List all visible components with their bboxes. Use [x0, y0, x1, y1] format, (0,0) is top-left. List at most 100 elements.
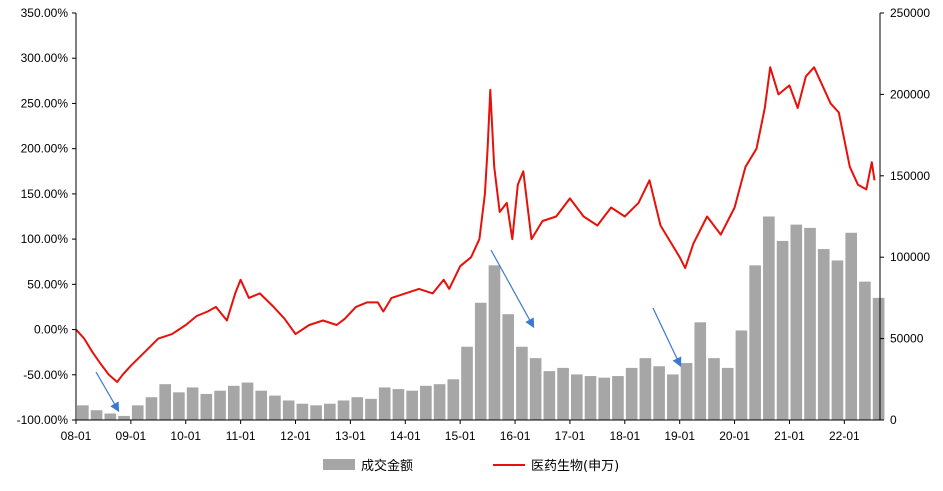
volume-bar [529, 358, 542, 420]
volume-bar [296, 403, 309, 420]
volume-bar [817, 249, 830, 420]
volume-bar [131, 405, 144, 420]
volume-bar [104, 413, 117, 420]
x-tick-label: 18-01 [609, 429, 640, 443]
legend-label-index: 医药生物(申万) [531, 459, 620, 474]
legend-label-volume: 成交金额 [361, 459, 414, 474]
legend-swatch-volume [323, 459, 355, 470]
x-tick-label: 10-01 [170, 429, 201, 443]
volume-bar [488, 265, 501, 420]
y-left-tick-label: 100.00% [21, 232, 69, 246]
x-tick-label: 12-01 [280, 429, 311, 443]
volume-bar [749, 265, 761, 420]
y-left-tick-label: 300.00% [21, 51, 69, 65]
volume-bar [200, 393, 213, 420]
y-right-tick-label: 200000 [890, 87, 930, 101]
x-tick-label: 13-01 [335, 429, 366, 443]
volume-bar [365, 398, 377, 420]
volume-bar [667, 374, 679, 420]
legend-item-index: 医药生物(申万) [493, 455, 619, 474]
index-line-layer [75, 66, 876, 383]
volume-bar [584, 376, 597, 420]
volume-bar [570, 374, 583, 420]
volume-bar [612, 376, 624, 420]
volume-bar [337, 400, 350, 420]
volume-bars [77, 216, 885, 420]
y-right-tick-label: 150000 [890, 169, 930, 183]
y-left-tick-label: -50.00% [23, 368, 68, 382]
x-tick-label: 09-01 [116, 429, 147, 443]
volume-bar [653, 366, 665, 420]
volume-bar [639, 358, 652, 420]
volume-bar [282, 400, 295, 420]
volume-bar [392, 389, 405, 420]
trend-arrow [652, 307, 682, 368]
y-right-tick-label: 100000 [890, 250, 930, 264]
y-left-tick-label: 0.00% [34, 323, 68, 337]
x-tick-label: 20-01 [719, 429, 750, 443]
volume-bar [324, 403, 336, 420]
trend-arrows [95, 249, 682, 413]
y-left-tick-label: 250.00% [21, 96, 69, 110]
volume-bar [227, 385, 240, 420]
x-tick-label: 08-01 [61, 429, 92, 443]
volume-bar [859, 281, 871, 420]
volume-bar [241, 382, 254, 420]
y-left-tick-label: -100.00% [17, 413, 69, 427]
volume-bar [420, 385, 432, 420]
volume-bar [118, 415, 130, 420]
x-tick-label: 16-01 [500, 429, 531, 443]
volume-bar [186, 387, 199, 420]
volume-bar [406, 390, 418, 420]
volume-bar [872, 297, 885, 420]
volume-bar [763, 216, 775, 420]
volume-bar [255, 390, 268, 420]
volume-bar [214, 390, 226, 420]
volume-bar [831, 260, 844, 420]
y-right-tick-label: 50000 [890, 332, 924, 346]
y-right-tick-label: 250000 [890, 6, 930, 20]
axes: -100.00% -50.00% 0.00% 50.00% 100.00% 150.00%… [17, 6, 931, 443]
volume-bar [378, 387, 391, 420]
y-left-tick-label: 150.00% [21, 187, 69, 201]
volume-bar [145, 397, 158, 420]
volume-bar [557, 367, 569, 420]
x-tick-label: 21-01 [774, 429, 805, 443]
volume-bar [461, 346, 473, 420]
trend-arrow [490, 249, 535, 329]
volume-bar [90, 410, 103, 420]
volume-bar [598, 377, 611, 420]
volume-bar [447, 379, 460, 420]
volume-bar [721, 367, 734, 420]
x-tick-label: 22-01 [829, 429, 860, 443]
x-tick-label: 17-01 [555, 429, 586, 443]
x-tick-label: 15-01 [445, 429, 476, 443]
volume-bar [77, 405, 89, 420]
volume-bar [516, 346, 528, 420]
x-tick-label: 14-01 [390, 429, 421, 443]
legend-swatch-index [493, 463, 525, 466]
volume-bar [776, 240, 789, 420]
trend-arrow [95, 371, 120, 413]
y-left-tick-label: 200.00% [21, 142, 69, 156]
volume-bar [474, 302, 487, 420]
volume-bar [790, 224, 803, 420]
y-left-tick-label: 350.00% [21, 6, 69, 20]
volume-bar [433, 384, 446, 420]
volume-bar [694, 322, 707, 420]
volume-bar [708, 358, 720, 420]
volume-bar [680, 363, 693, 420]
legend-item-volume: 成交金额 [323, 455, 413, 474]
y-left-tick-label: 50.00% [27, 277, 68, 291]
volume-bar [310, 405, 322, 420]
x-tick-label: 19-01 [664, 429, 695, 443]
y-right-tick-label: 0 [890, 413, 897, 427]
volume-bar [269, 395, 281, 420]
volume-bar [625, 367, 638, 420]
volume-bar [159, 384, 171, 420]
volume-bar [845, 232, 858, 420]
volume-bar [735, 330, 748, 420]
x-tick-label: 11-01 [226, 429, 256, 443]
legend: 成交金额 医药生物(申万) [0, 455, 943, 479]
